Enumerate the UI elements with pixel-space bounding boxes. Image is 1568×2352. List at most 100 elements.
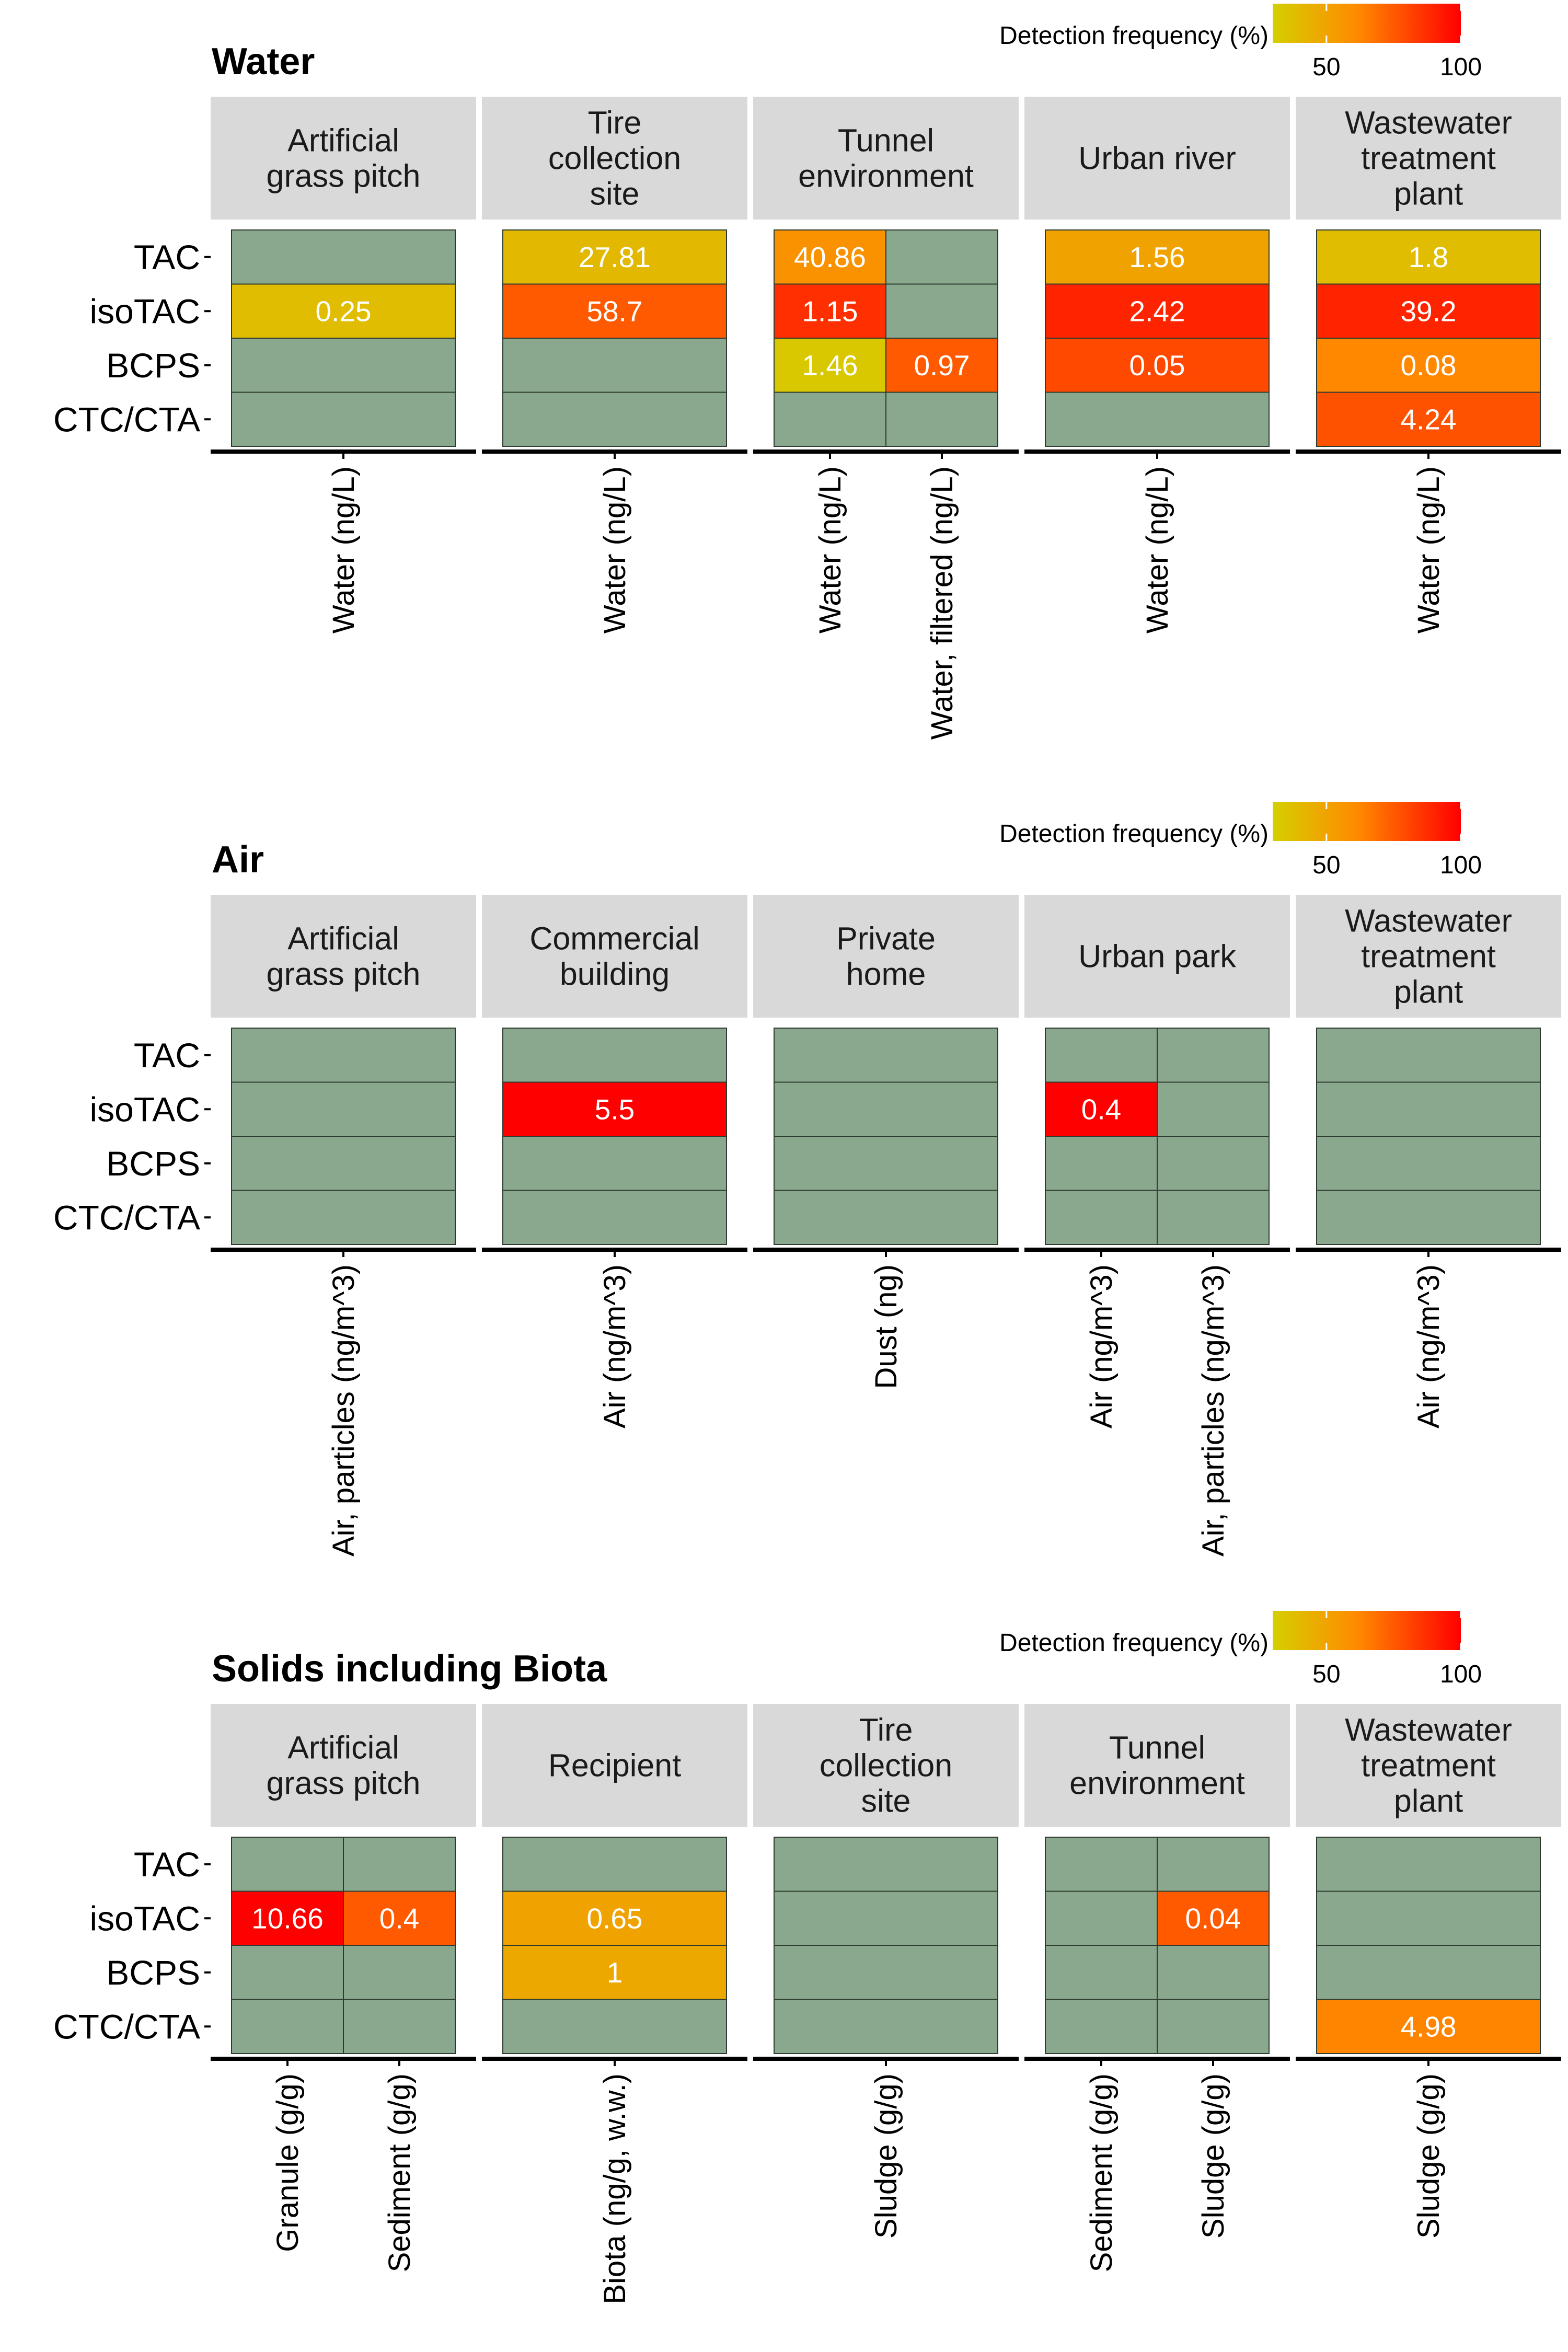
x-tick-label: Sludge (g/g) [1196,2073,1230,2239]
panel-1: Air Detection frequency (%) 50 100 TAC isoTAC… [53,802,1561,1557]
heatmap-cell [1045,1081,1158,1137]
x-tick-label: Air (ng/m^3) [1412,1264,1446,1428]
row-label: BCPS [106,1144,200,1183]
legend-colorbar [1273,4,1461,43]
x-tick-label: Water (ng/L) [327,466,361,633]
cell-value-label: 39.2 [1400,295,1456,327]
row-label: CTC/CTA [53,2007,200,2046]
facet-strip [753,97,1019,220]
x-tick-label: Sediment (g/g) [383,2073,417,2272]
cell-value-label: 1.46 [802,349,858,382]
legend-title: Detection frequency (%) [999,22,1269,50]
heatmap-cell [502,1136,727,1191]
x-tick-label: Water (ng/L) [598,466,632,633]
facet-strip-label: site [861,1783,911,1819]
heatmap-cell [774,1190,998,1245]
heatmap-cell [502,1190,727,1245]
legend-tick-label: 100 [1440,53,1482,81]
heatmap-cell [231,1081,456,1137]
facet-strip-label: home [846,956,926,992]
legend-title: Detection frequency (%) [999,820,1269,848]
panel-title: Air [212,839,264,881]
heatmap-cell [231,1136,456,1191]
facet-strip-label: Artificial [287,921,399,956]
facet-strip-label: Private [836,921,936,956]
x-tick-label: Air (ng/m^3) [1085,1264,1119,1428]
heatmap-cell [343,1890,456,1946]
heatmap-cell [231,338,456,393]
heatmap-cell [1045,1999,1158,2054]
cell-value-label: 5.5 [595,1093,635,1125]
cell-value-label: 0.4 [379,1902,419,1934]
heatmap-cell [1045,391,1270,447]
cell-value-label: 58.7 [586,295,642,327]
heatmap-cell [231,391,456,447]
heatmap-cell [1316,1999,1541,2054]
heatmap-cell [885,391,998,447]
heatmap-cell [502,1028,727,1083]
heatmap-cell [774,391,886,447]
heatmap-cell [502,283,727,339]
heatmap-cell [1045,1190,1158,1245]
x-tick-label: Water (ng/L) [813,466,847,633]
panel-0: Water Detection frequency (%) 50 100 TAC isoT… [53,4,1561,740]
x-tick-label: Biota (ng/g, w.w.) [598,2073,632,2304]
facet-strip-label: plant [1394,176,1463,212]
x-tick-label: Water, filtered (ng/L) [925,466,959,740]
facet-strip-label: Tunnel [1109,1730,1205,1766]
heatmap-cell [1045,229,1270,285]
heatmap-cell [1316,1190,1541,1245]
x-tick-label: Sludge (g/g) [1412,2073,1446,2239]
facet-strip-label: Wastewater [1345,903,1512,939]
heatmap-cell [1157,1890,1270,1946]
facet-strip-label: Urban river [1078,141,1236,176]
heatmap-cell [1316,1945,1541,2000]
heatmap-cell [231,283,456,339]
heatmap-cell [1157,1136,1270,1191]
x-tick-label: Sludge (g/g) [869,2073,903,2239]
row-label: CTC/CTA [53,1198,200,1237]
heatmap-cell [231,1837,344,1892]
facet-strip-label: treatment [1361,1748,1496,1783]
x-tick-label: Sediment (g/g) [1085,2073,1119,2272]
facet-strip [1296,1704,1561,1827]
heatmap-cell [1045,1837,1158,1892]
facet-strip-label: treatment [1361,939,1496,974]
cell-value-label: 10.66 [251,1902,324,1934]
facet-3: Urban river 1.56 2.42 0.05 Water (ng/L) [1024,97,1290,633]
heatmap-cell [774,229,886,285]
heatmap-cell [1316,338,1541,393]
facet-strip-label: Wastewater [1345,105,1512,141]
facet-strip-label: grass pitch [267,1766,421,1801]
heatmap-cell [502,1999,727,2054]
facet-strip [482,97,747,220]
x-tick-label: Air (ng/m^3) [598,1264,632,1428]
facet-strip-label: Wastewater [1345,1712,1512,1748]
row-label: BCPS [106,1953,200,1992]
heatmap-cell [502,1081,727,1137]
facet-strip-label: treatment [1361,141,1496,176]
facet-strip-label: Tire [588,105,642,141]
heatmap-cell [1157,1081,1270,1137]
heatmap-cell [1157,1190,1270,1245]
heatmap-cell [502,391,727,447]
heatmap-cell [1316,1890,1541,1946]
facet-strip [1296,97,1561,220]
heatmap-cell [343,1945,456,2000]
cell-value-label: 0.05 [1129,349,1185,382]
legend-tick-label: 50 [1312,851,1340,879]
heatmap-cell [1316,1136,1541,1191]
heatmap-cell [1157,1028,1270,1083]
heatmap-cell [1316,229,1541,285]
facet-strip [753,895,1019,1018]
heatmap-cell [1157,1999,1270,2054]
panel-title: Water [212,41,315,83]
